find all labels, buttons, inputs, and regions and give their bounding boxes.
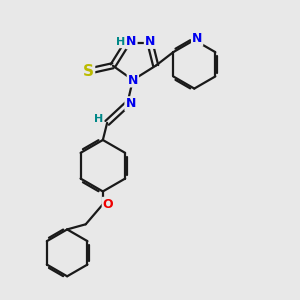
Text: N: N [145,35,155,48]
Text: S: S [83,64,94,79]
Text: H: H [94,114,103,124]
Text: N: N [126,35,136,48]
Text: N: N [128,74,138,86]
Text: N: N [125,97,136,110]
Text: N: N [192,32,202,45]
Text: H: H [116,37,125,47]
Text: O: O [103,198,113,211]
